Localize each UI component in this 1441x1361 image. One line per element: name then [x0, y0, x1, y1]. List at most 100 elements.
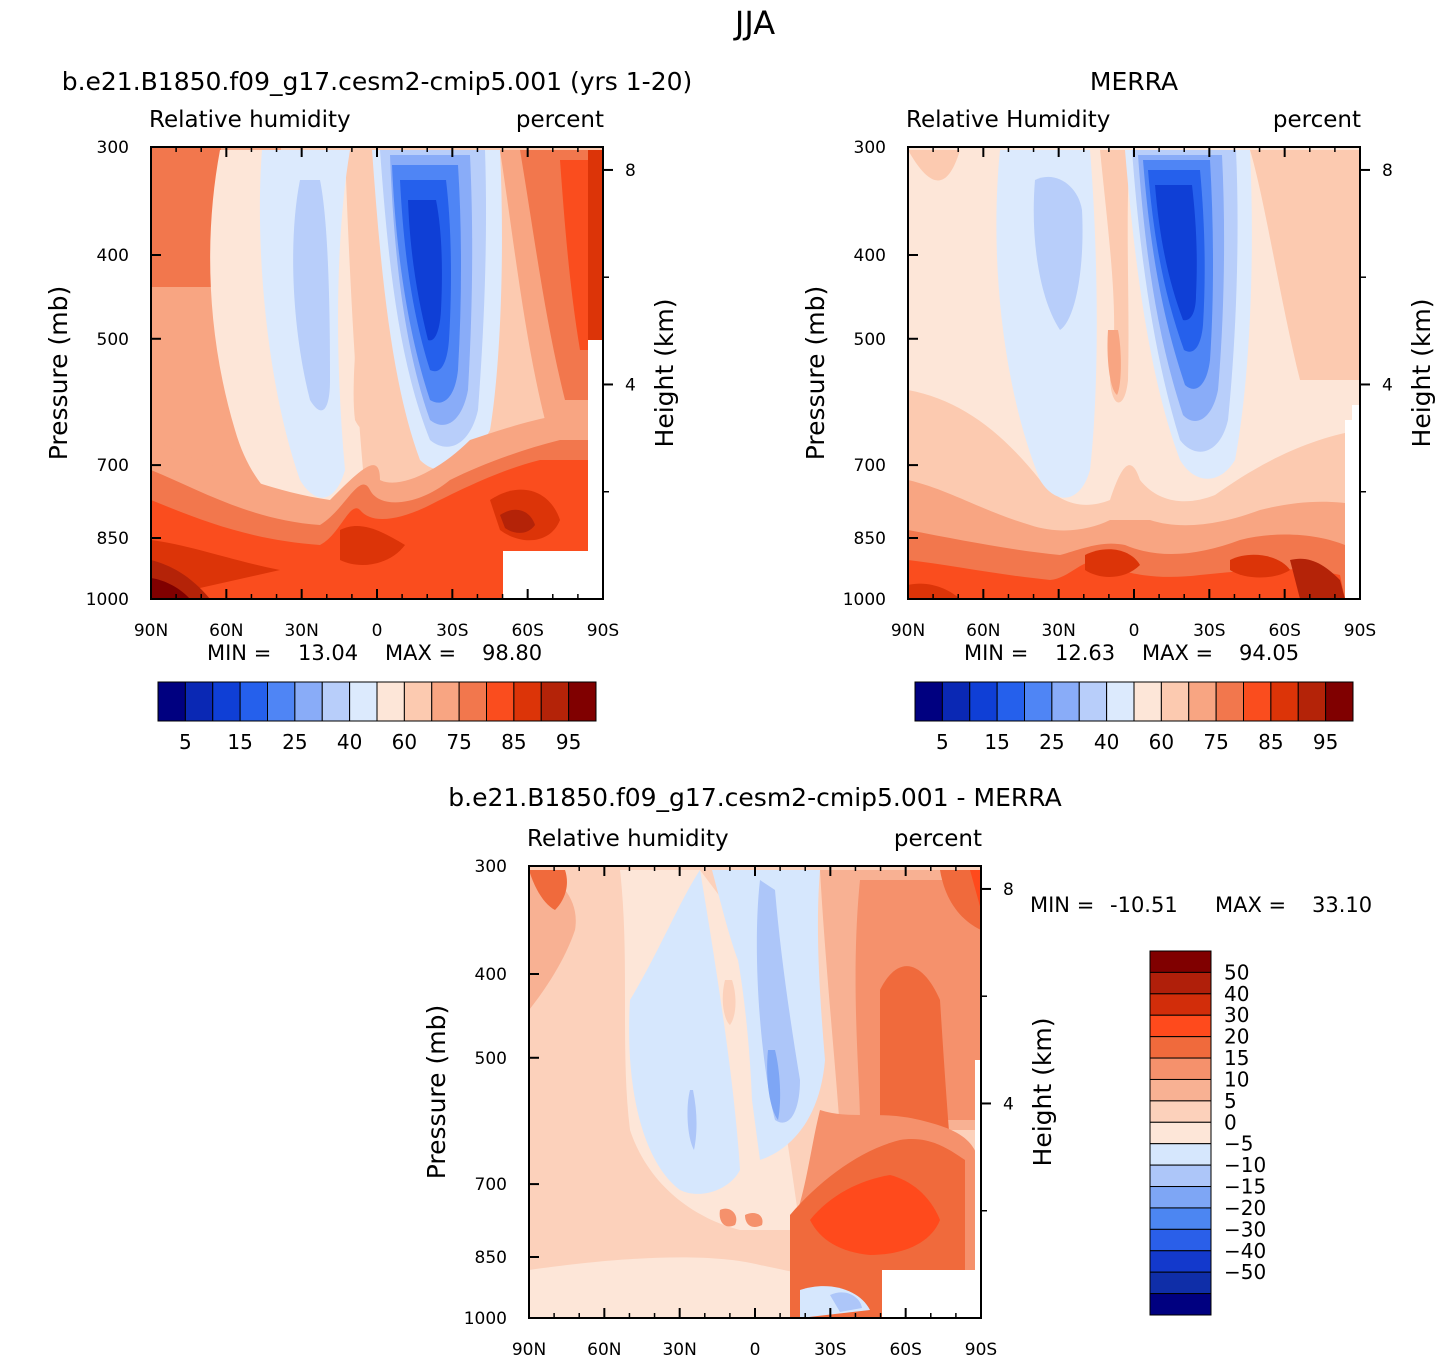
- panel-model-units: percent: [516, 107, 604, 133]
- panel-diff-ytick-label: 850: [475, 1248, 507, 1268]
- panel-diff-ytick-label: 700: [475, 1175, 507, 1195]
- panel-merra-colorbar-label: 95: [1313, 730, 1338, 754]
- panel-merra-colorbar-swatch: [1078, 681, 1108, 722]
- panel-merra-axes: 90N 60N 30N 0 30S 60S 90S 300 400 500 700 850 1000 8 4: [843, 138, 1393, 641]
- panel-model-xtick-label: 90S: [587, 621, 619, 641]
- panel-merra-colorbar-swatch: [1243, 681, 1272, 722]
- panel-merra-max-value: 94.05: [1239, 641, 1299, 665]
- panel-merra-y2tick-label: 8: [1382, 161, 1393, 181]
- panel-merra-colorbar-swatch: [914, 681, 943, 722]
- panel-merra-colorbar-swatch: [969, 681, 998, 722]
- panel-diff-colorbar-swatch: [1149, 1228, 1212, 1252]
- panel-merra-xtick-label: 60S: [1268, 621, 1300, 641]
- panel-diff-colorbar-label: 15: [1224, 1046, 1249, 1070]
- panel-merra-y2tick-label: 4: [1382, 375, 1393, 395]
- page-title: JJA: [733, 4, 775, 42]
- panel-diff-colorbar-swatch: [1149, 993, 1212, 1016]
- panel-merra-ytick-label: 1000: [843, 590, 886, 610]
- panel-merra-colorbar-label: 85: [1258, 730, 1283, 754]
- panel-model-max-label: MAX =: [385, 641, 456, 665]
- panel-merra-colorbar-swatch: [941, 681, 971, 722]
- panel-model-xtick-label: 30S: [436, 621, 468, 641]
- panel-model-colorbar-swatch: [513, 681, 542, 722]
- panel-diff-colorbar-label: −20: [1224, 1196, 1266, 1220]
- panel-diff-min-label: MIN =: [1030, 893, 1094, 917]
- panel-merra: MERRA Relative Humidity percent: [801, 67, 1436, 754]
- panel-model-colorbar-swatch: [376, 681, 405, 722]
- panel-diff-colorbar-label: 10: [1224, 1067, 1249, 1091]
- panel-diff-colorbar-label: −15: [1224, 1175, 1266, 1199]
- panel-diff-y2tick-label: 4: [1003, 1094, 1014, 1114]
- panel-merra-ytick-label: 500: [854, 330, 886, 350]
- panel-model-colorbar-swatch: [458, 681, 487, 722]
- panel-merra-ytick-label: 400: [854, 246, 886, 266]
- panel-diff-colorbar-swatch: [1149, 1271, 1212, 1295]
- panel-diff-colorbar-swatch: [1149, 1100, 1212, 1123]
- panel-merra-colorbar-label: 75: [1203, 730, 1228, 754]
- panel-merra-colorbar-swatch: [996, 681, 1025, 722]
- panel-model-xtick-label: 90N: [134, 621, 168, 641]
- panel-diff-ytick-label: 300: [475, 857, 507, 877]
- panel-model-colorbar-label: 85: [501, 730, 526, 754]
- panel-model-y2tick-label: 8: [625, 161, 636, 181]
- panel-merra-colorbar-swatch: [1270, 681, 1299, 722]
- panel-merra-colorbar: 5 15 25 40 60 75 85 95: [914, 681, 1354, 754]
- panel-model-colorbar-label: 40: [337, 730, 362, 754]
- panel-diff-xtick-label: 90N: [512, 1340, 546, 1360]
- panel-model-xtick-label: 60N: [209, 621, 243, 641]
- panel-model-colorbar: 5 15 25 40 60 75 85 95: [157, 681, 597, 754]
- panel-diff-max-label: MAX =: [1215, 893, 1286, 917]
- panel-merra-min-label: MIN =: [964, 641, 1028, 665]
- panel-model-y2tick-label: 4: [625, 375, 636, 395]
- panel-diff-ylabel: Pressure (mb): [422, 1005, 451, 1179]
- panel-model-ytick-label: 500: [97, 330, 129, 350]
- panel-model-colorbar-swatch: [486, 681, 515, 722]
- panel-diff-xtick-label: 30N: [662, 1340, 696, 1360]
- panel-model-min-label: MIN =: [207, 641, 271, 665]
- panel-model-y2label: Height (km): [650, 299, 679, 448]
- panel-model-xtick-label: 0: [372, 621, 383, 641]
- panel-diff-field: [529, 866, 981, 1318]
- panel-model-colorbar-label: 5: [179, 730, 192, 754]
- panel-model-ylabel: Pressure (mb): [44, 286, 73, 460]
- panel-diff-xtick-label: 90S: [965, 1340, 997, 1360]
- panel-diff-title: b.e21.B1850.f09_g17.cesm2-cmip5.001 - ME…: [448, 783, 1061, 812]
- panel-model-ytick-label: 300: [97, 138, 129, 158]
- panel-diff-colorbar-label: −50: [1224, 1260, 1266, 1284]
- panel-merra-colorbar-swatch: [1051, 681, 1080, 722]
- panel-merra-colorbar-swatch: [1133, 681, 1162, 722]
- panel-merra-colorbar-swatch: [1297, 681, 1327, 722]
- panel-merra-colorbar-label: 25: [1039, 730, 1064, 754]
- panel-diff-max-value: 33.10: [1312, 893, 1372, 917]
- panel-merra-colorbar-label: 5: [936, 730, 949, 754]
- panel-diff-xtick-label: 0: [750, 1340, 761, 1360]
- panel-merra-xtick-label: 30S: [1193, 621, 1225, 641]
- panel-model-colorbar-swatch: [184, 681, 214, 722]
- panel-model-colorbar-swatch: [431, 681, 460, 722]
- panel-merra-xtick-label: 0: [1129, 621, 1140, 641]
- panel-model-min-value: 13.04: [298, 641, 358, 665]
- panel-diff-colorbar-swatch: [1149, 1036, 1212, 1059]
- panel-diff-min-value: -10.51: [1110, 893, 1178, 917]
- panel-merra-colorbar-label: 60: [1149, 730, 1174, 754]
- panel-model-colorbar-swatch: [403, 681, 433, 722]
- panel-diff-ytick-label: 400: [475, 965, 507, 985]
- panel-model: b.e21.B1850.f09_g17.cesm2-cmip5.001 (yrs…: [44, 67, 692, 754]
- panel-model-ytick-label: 700: [97, 456, 129, 476]
- panel-merra-ylabel: Pressure (mb): [801, 286, 830, 460]
- panel-model-colorbar-label: 60: [392, 730, 417, 754]
- panel-merra-title: MERRA: [1090, 67, 1178, 96]
- panel-diff-colorbar-label: −40: [1224, 1239, 1266, 1263]
- panel-model-ytick-label: 850: [97, 529, 129, 549]
- panel-diff: b.e21.B1850.f09_g17.cesm2-cmip5.001 - ME…: [422, 783, 1372, 1360]
- panel-model-colorbar-label: 25: [282, 730, 307, 754]
- panel-merra-colorbar-swatch: [1325, 681, 1354, 722]
- panel-model-variable: Relative humidity: [149, 107, 351, 133]
- panel-merra-variable: Relative Humidity: [906, 107, 1110, 133]
- panel-diff-colorbar-label: 5: [1224, 1089, 1237, 1113]
- panel-merra-units: percent: [1273, 107, 1361, 133]
- panel-model-colorbar-label: 75: [446, 730, 471, 754]
- panel-diff-colorbar-swatch: [1149, 1250, 1212, 1273]
